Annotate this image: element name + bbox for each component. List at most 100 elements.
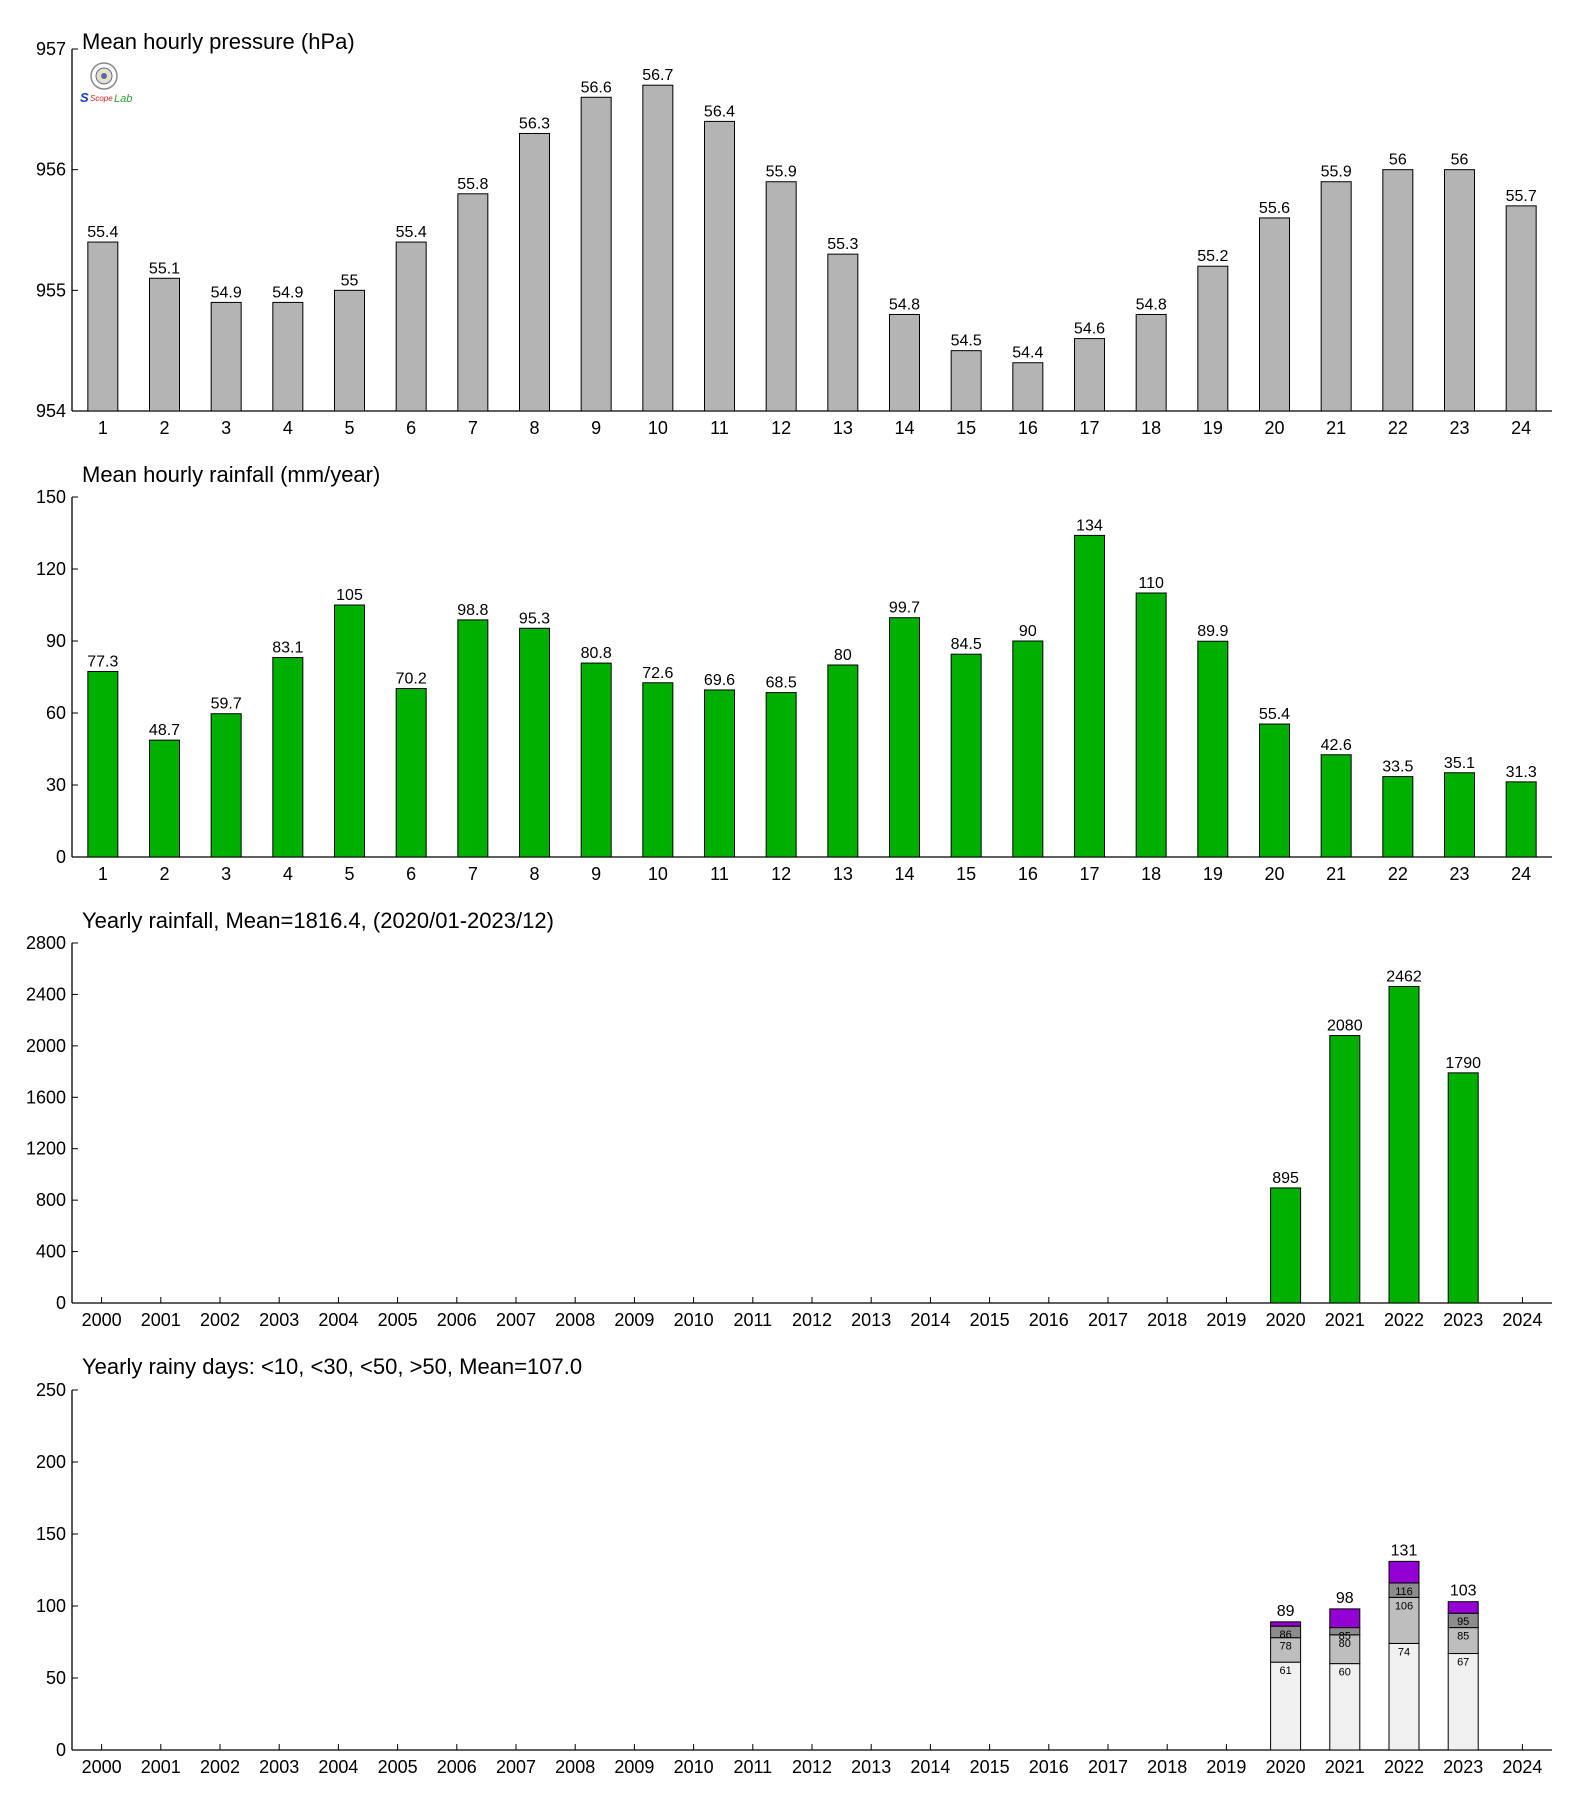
x-tick-label: 2012 [792,1310,832,1330]
data-label: 55.4 [1259,706,1290,723]
segment-label: 106 [1395,1600,1413,1612]
bar [395,241,427,412]
y-tick-label: 250 [36,1380,66,1400]
x-tick-label: 2007 [496,1757,536,1777]
x-tick-label: 6 [406,418,416,438]
data-label: 72.6 [642,665,673,682]
bar [395,688,427,858]
x-tick-label: 5 [344,864,354,884]
data-label: 54.9 [272,284,303,301]
data-label: 54.4 [1012,345,1043,362]
bar [210,301,242,412]
bar [1259,723,1290,858]
x-tick-label: 2003 [259,1757,299,1777]
data-label: 77.3 [87,653,118,670]
stacked-segment [1388,1642,1420,1751]
y-tick-label: 957 [36,39,66,59]
x-tick-label: 2017 [1088,1757,1128,1777]
bar [642,682,674,858]
x-tick-label: 2018 [1147,1310,1187,1330]
data-label: 2080 [1327,1018,1363,1035]
bar [519,132,550,412]
x-tick-label: 2015 [970,1757,1010,1777]
data-label: 55.1 [149,260,180,277]
y-tick-label: 150 [36,1524,66,1544]
x-tick-label: 22 [1388,418,1408,438]
data-label: 95.3 [519,610,550,627]
data-label: 56 [1389,152,1407,169]
bar [149,277,180,412]
x-tick-label: 2 [159,418,169,438]
bar [272,301,304,412]
y-tick-label: 2400 [26,984,66,1004]
data-label: 54.8 [889,296,920,313]
bar [642,84,674,412]
y-tick-label: 0 [56,1293,66,1313]
stacked-segment [1447,1601,1479,1614]
y-tick-label: 60 [46,703,66,723]
stacked-segment [1388,1560,1420,1584]
bar [1012,362,1044,412]
x-tick-label: 2006 [437,1757,477,1777]
x-tick-label: 24 [1511,864,1531,884]
bar [1197,640,1229,858]
stacked-segment [1329,1663,1361,1751]
x-tick-label: 23 [1449,418,1469,438]
segment-label: 86 [1279,1629,1291,1641]
x-tick-label: 19 [1203,864,1223,884]
data-label: 35.1 [1444,755,1475,772]
bar [1074,338,1105,412]
stacked-segment [1447,1627,1479,1655]
data-label: 55.9 [1321,164,1352,181]
x-tick-label: 7 [468,864,478,884]
x-tick-label: 2008 [555,1757,595,1777]
x-tick-label: 2018 [1147,1757,1187,1777]
bar [1388,985,1420,1304]
x-tick-label: 24 [1511,418,1531,438]
bar [1444,169,1475,412]
x-tick-label: 2005 [378,1310,418,1330]
x-tick-label: 18 [1141,418,1161,438]
x-tick-label: 13 [833,864,853,884]
x-tick-label: 8 [529,418,539,438]
segment-label: 67 [1457,1657,1469,1669]
chart-title: Yearly rainy days: <10, <30, <50, >50, M… [82,1354,582,1379]
x-tick-label: 2002 [200,1757,240,1777]
x-tick-label: 2023 [1443,1310,1483,1330]
x-tick-label: 9 [591,418,601,438]
bar [1382,169,1414,412]
data-label: 89.9 [1197,623,1228,640]
data-label: 105 [336,587,363,604]
chart-panel-2: Mean hourly rainfall (mm/year)0306090120… [36,462,1552,884]
bar [827,253,859,412]
bar [334,289,365,412]
data-label: 55.4 [396,224,427,241]
x-tick-label: 2021 [1325,1310,1365,1330]
chart-title: Mean hourly pressure (hPa) [82,29,355,54]
x-tick-label: 17 [1079,418,1099,438]
data-label: 69.6 [704,672,735,689]
data-label: 80.8 [581,645,612,662]
bar [889,313,920,412]
segment-label: 60 [1339,1667,1351,1679]
chart-panel-3: Yearly rainfall, Mean=1816.4, (2020/01-2… [26,908,1552,1330]
bar [1270,1187,1302,1304]
data-label: 54.8 [1136,296,1167,313]
bar [87,670,119,858]
data-label: 55 [341,272,359,289]
segment-label: 116 [1395,1586,1413,1598]
data-label: 895 [1272,1170,1299,1187]
x-tick-label: 4 [283,418,293,438]
segment-label: 61 [1279,1665,1291,1677]
bar [580,96,612,412]
x-tick-label: 11 [710,864,729,884]
y-tick-label: 2000 [26,1036,66,1056]
x-tick-label: 2003 [259,1310,299,1330]
x-tick-label: 21 [1326,864,1346,884]
bar [210,713,242,858]
stacked-segment [1270,1637,1302,1663]
x-tick-label: 2024 [1502,1310,1542,1330]
data-label: 48.7 [149,722,180,739]
x-tick-label: 14 [894,864,914,884]
x-tick-label: 2021 [1325,1757,1365,1777]
